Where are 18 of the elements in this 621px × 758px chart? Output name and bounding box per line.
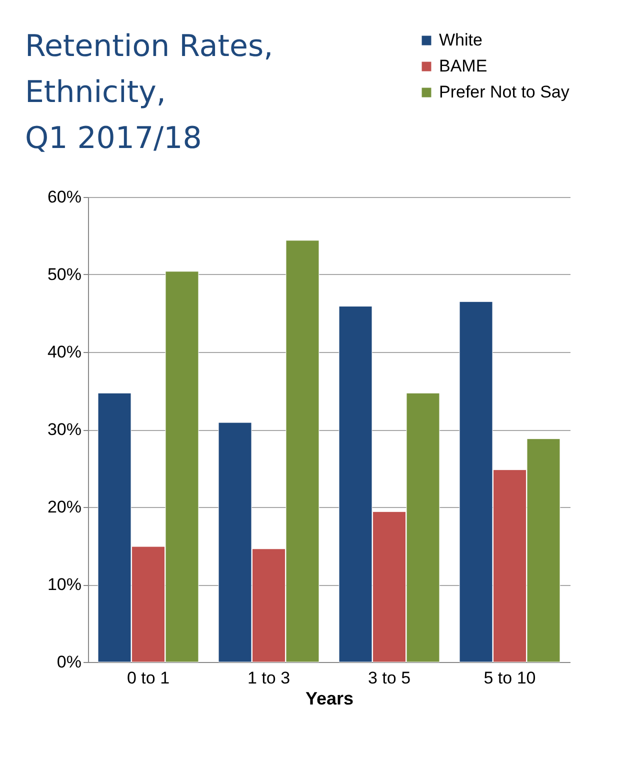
- text: Q1 2017/18: [24, 121, 202, 156]
- y-tick-label: 60%: [47, 188, 82, 206]
- x-tick-label: 1 to 3: [247, 668, 290, 688]
- x-axis-title: Years: [305, 688, 354, 708]
- legend-label: White: [439, 30, 482, 50]
- y-tick-label: 40%: [47, 342, 82, 362]
- legend-label: BAME: [439, 56, 488, 76]
- x-tick-label: 3 to 5: [368, 668, 411, 688]
- y-tick-label: 10%: [47, 575, 82, 594]
- text: Ethnicity,: [24, 75, 166, 110]
- y-tick-label: 30%: [47, 420, 82, 439]
- x-tick-label: 5 to 10: [484, 668, 536, 688]
- y-tick-label: 0%: [56, 652, 82, 672]
- legend-label: Prefer Not to Say: [439, 82, 570, 102]
- x-tick-label: 0 to 1: [126, 668, 170, 688]
- y-tick-label: 20%: [47, 498, 82, 516]
- text: Retention Rates,: [24, 29, 274, 64]
- y-tick-label: 50%: [47, 265, 82, 284]
